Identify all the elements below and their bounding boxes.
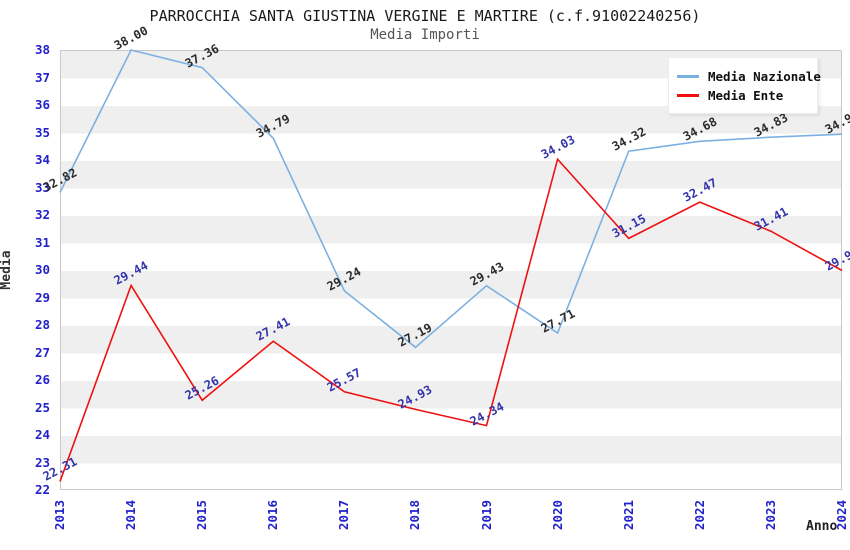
y-tick-label: 25 — [34, 399, 50, 415]
x-tick-label: 2015 — [194, 499, 210, 531]
chart-subtitle: Media Importi — [370, 27, 480, 43]
y-tick-label: 30 — [34, 261, 50, 277]
y-tick-label: 36 — [34, 96, 50, 112]
y-tick-label: 35 — [34, 124, 50, 140]
legend: Media Nazionale Media Ente — [668, 57, 821, 114]
plot-area — [60, 50, 842, 490]
y-tick-label: 32 — [34, 206, 50, 222]
chart-title: PARROCCHIA SANTA GIUSTINA VERGINE E MART… — [149, 7, 701, 25]
legend-item-media-nazionale: Media Nazionale — [677, 68, 821, 84]
y-tick-label: 22 — [34, 481, 50, 497]
legend-item-label: Media Ente — [708, 87, 784, 103]
y-tick-label: 31 — [34, 234, 50, 250]
legend-item-label: Media Nazionale — [708, 68, 821, 84]
x-tick-label: 2020 — [549, 499, 565, 531]
y-tick-label: 23 — [34, 454, 50, 470]
y-tick-label: 26 — [34, 371, 50, 387]
legend-swatch-icon — [677, 74, 699, 78]
x-tick-label: 2013 — [52, 499, 67, 531]
x-tick-label: 2019 — [478, 499, 494, 531]
x-tick-label: 2023 — [762, 499, 778, 531]
legend-item-media-ente: Media Ente — [677, 87, 817, 103]
y-tick-label: 29 — [34, 289, 50, 305]
x-tick-label: 2017 — [336, 499, 352, 531]
y-tick-label: 37 — [34, 69, 50, 85]
x-tick-label: 2016 — [265, 499, 281, 531]
y-tick-label: 28 — [34, 316, 50, 332]
legend-swatch-icon — [677, 93, 699, 97]
y-tick-label: 27 — [34, 344, 50, 360]
x-axis-title: Anno — [806, 519, 838, 534]
y-tick-label: 34 — [34, 151, 50, 167]
y-tick-label: 38 — [34, 41, 50, 57]
y-tick-label: 33 — [34, 179, 50, 195]
x-tick-label: 2014 — [123, 499, 139, 531]
x-tick-label: 2018 — [407, 499, 423, 531]
y-tick-label: 24 — [34, 426, 50, 442]
x-tick-label: 2022 — [691, 499, 707, 531]
x-tick-label: 2021 — [620, 499, 636, 531]
